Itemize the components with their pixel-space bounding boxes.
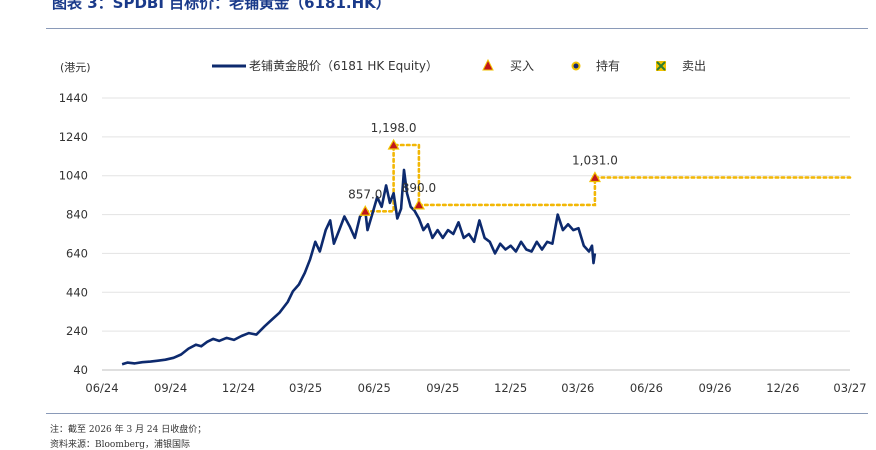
x-tick-label: 03/27	[833, 381, 866, 395]
legend-buy-icon	[482, 58, 494, 71]
legend-sell-icon-cross	[656, 61, 666, 71]
target-price-label: 1,198.0	[371, 121, 417, 135]
legend-label-hold: 持有	[596, 58, 620, 73]
target-price-label: 857.0	[348, 187, 382, 201]
y-tick-label: 440	[66, 285, 88, 299]
rating-labels: 857.0 1,198.0 890.0 1,031.0	[348, 121, 618, 201]
legend-label-sell: 卖出	[682, 59, 706, 73]
rating-markers	[359, 138, 601, 216]
target-price-label: 890.0	[402, 181, 436, 195]
x-tick-label: 03/26	[561, 381, 594, 395]
x-tick-label: 03/25	[289, 381, 322, 395]
x-tick-label: 09/24	[154, 381, 187, 395]
price-line	[121, 168, 597, 366]
legend-hold-icon-dot	[573, 63, 579, 69]
x-tick-label: 12/26	[766, 381, 799, 395]
x-tick-label: 12/24	[222, 381, 255, 395]
x-tick-label: 06/25	[358, 381, 391, 395]
gridlines	[102, 97, 850, 371]
y-tick-label: 1040	[59, 169, 88, 183]
x-tick-label: 06/26	[630, 381, 663, 395]
buy-marker	[359, 205, 372, 216]
y-tick-label: 1240	[59, 130, 88, 144]
figure-title: 图表 3：SPDBI 目标价：老铺黄金（6181.HK）	[52, 0, 391, 12]
y-axis-ticks: 40 240 440 640 840 1040 1240 1440	[59, 91, 88, 377]
legend: 老铺黄金股价（6181 HK Equity） 买入 持有 卖出	[212, 58, 706, 73]
y-tick-label: 40	[73, 363, 88, 377]
y-tick-label: 640	[66, 246, 88, 260]
y-tick-label: 240	[66, 324, 88, 338]
x-tick-label: 12/25	[494, 381, 527, 395]
footer-divider	[46, 413, 868, 414]
target-price-label: 1,031.0	[572, 153, 618, 167]
legend-label-buy: 买入	[510, 59, 534, 73]
title-divider	[46, 28, 868, 29]
y-axis-label: (港元)	[60, 61, 91, 74]
source-note: 资料来源：Bloomberg，浦银国际	[50, 440, 191, 450]
x-tick-label: 09/26	[698, 381, 731, 395]
price-series	[121, 168, 597, 366]
y-tick-label: 1440	[59, 91, 88, 105]
buy-marker	[387, 138, 400, 150]
buy-marker	[412, 198, 425, 210]
legend-label-price: 老铺黄金股价（6181 HK Equity）	[249, 58, 438, 73]
footnote: 注：截至 2026 年 3 月 24 日收盘价；	[50, 425, 207, 435]
x-tick-label: 06/24	[85, 381, 118, 395]
x-tick-label: 09/25	[426, 381, 459, 395]
y-tick-label: 840	[66, 208, 88, 222]
x-axis-ticks: 06/24 09/24 12/24 03/25 06/25 09/25 12/25 03/26…	[85, 381, 866, 395]
buy-marker	[588, 171, 601, 183]
